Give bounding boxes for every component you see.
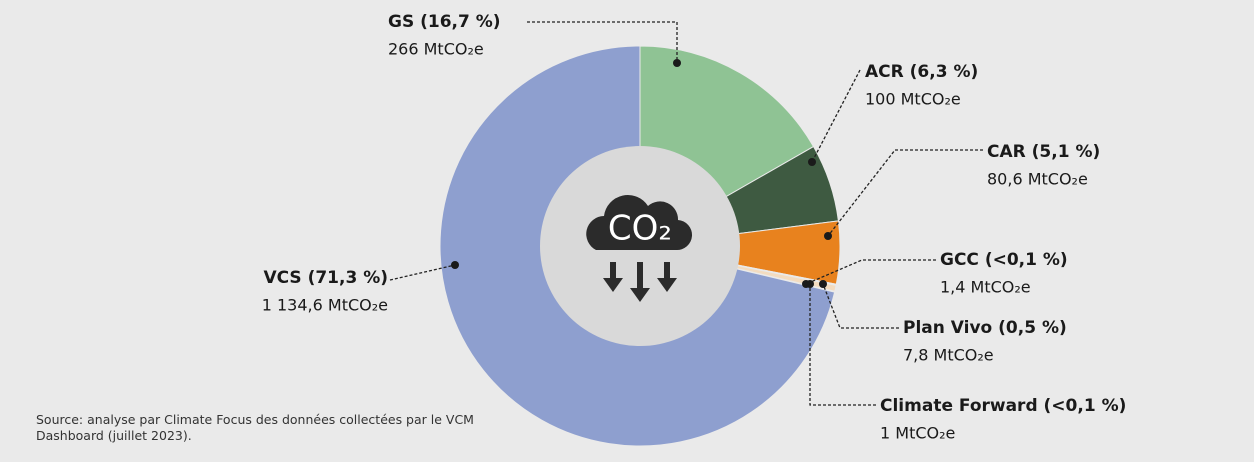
slice-name: CAR (5,1 %): [987, 142, 1100, 162]
leader-dot: [806, 280, 814, 288]
slice-name: GCC (<0,1 %): [940, 250, 1068, 270]
leader-line: [527, 21, 678, 63]
leader-dot: [819, 280, 827, 288]
value-label: 80,6 MtCO₂e: [987, 170, 1088, 189]
value-label: 7,8 MtCO₂e: [903, 346, 994, 365]
value-label: 266 MtCO₂e: [388, 40, 484, 59]
leader-dot: [808, 158, 816, 166]
labels: GS (16,7 %) 266 MtCO₂e ACR (6,3 %) 100 MtCO…: [262, 12, 1127, 443]
leader-line: [811, 69, 861, 163]
leader-line: [389, 264, 456, 281]
leader-line: [809, 284, 876, 406]
icon-text: CO₂: [608, 209, 672, 249]
slice-name: GS (16,7 %): [388, 12, 501, 32]
leader-dot: [451, 261, 459, 269]
leader-dot: [824, 232, 832, 240]
leader-dot: [673, 59, 681, 67]
leader-line: [822, 283, 899, 329]
slice-name: VCS (71,3 %): [263, 268, 388, 288]
slice-name: Climate Forward (<0,1 %): [880, 396, 1126, 416]
value-label: 1 MtCO₂e: [880, 424, 955, 443]
value-label: 1,4 MtCO₂e: [940, 278, 1031, 297]
leader-line: [827, 149, 983, 237]
value-label: 100 MtCO₂e: [865, 90, 961, 109]
co2-icon: CO₂: [586, 194, 693, 302]
value-label: 1 134,6 MtCO₂e: [262, 296, 388, 315]
slice-name: Plan Vivo (0,5 %): [903, 318, 1067, 338]
source: Source: analyse par Climate Focus des do…: [36, 412, 474, 443]
slice-name: ACR (6,3 %): [865, 62, 978, 82]
